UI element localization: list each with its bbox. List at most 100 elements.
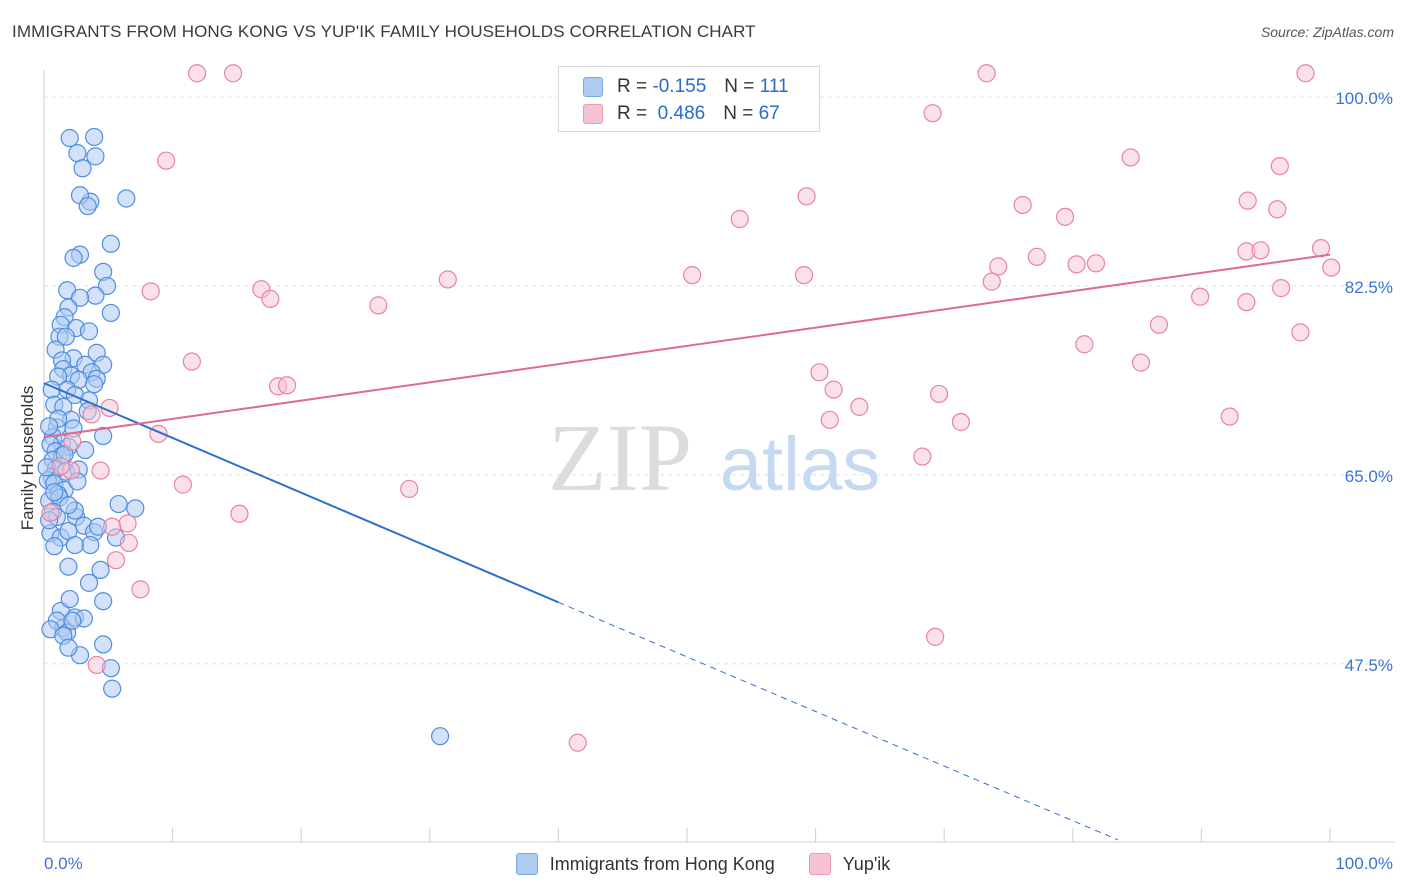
data-point-yupik bbox=[923, 104, 942, 123]
legend-r-label: R = bbox=[617, 103, 648, 124]
data-point-yupik bbox=[106, 551, 126, 570]
data-point-yupik bbox=[1220, 407, 1239, 426]
legend-r-value: 0.486 bbox=[657, 103, 706, 124]
data-point-hong-kong bbox=[117, 189, 136, 208]
legend-swatch-blue bbox=[583, 77, 603, 97]
data-point-yupik bbox=[1131, 353, 1151, 372]
data-point-hong-kong bbox=[40, 417, 59, 436]
data-point-hong-kong bbox=[430, 727, 450, 746]
data-point-yupik bbox=[1149, 315, 1169, 334]
data-point-hong-kong bbox=[60, 128, 79, 148]
legend-n-value: 111 bbox=[759, 76, 789, 97]
data-point-hong-kong bbox=[70, 288, 90, 307]
data-point-yupik bbox=[141, 282, 160, 301]
data-point-yupik bbox=[369, 296, 388, 315]
data-point-yupik bbox=[926, 627, 945, 646]
data-point-yupik bbox=[794, 266, 814, 285]
data-point-yupik bbox=[1238, 191, 1257, 210]
data-point-hong-kong bbox=[60, 589, 79, 609]
data-point-yupik bbox=[1268, 200, 1287, 219]
data-point-hong-kong bbox=[103, 679, 122, 698]
data-point-yupik bbox=[929, 384, 949, 404]
data-point-hong-kong bbox=[45, 483, 64, 502]
data-point-hong-kong bbox=[68, 144, 87, 163]
data-point-yupik bbox=[63, 432, 82, 451]
data-point-hong-kong bbox=[79, 573, 99, 592]
trend-line-hong-kong bbox=[43, 382, 559, 604]
y-tick-label: 100.0% bbox=[1335, 89, 1393, 108]
data-point-yupik bbox=[1075, 335, 1094, 354]
data-point-hong-kong bbox=[97, 276, 117, 296]
data-point-yupik bbox=[131, 580, 150, 599]
data-point-hong-kong bbox=[59, 638, 78, 657]
legend-n-label: N = bbox=[724, 76, 755, 97]
data-point-yupik bbox=[230, 504, 249, 523]
data-point-yupik bbox=[119, 533, 138, 553]
x-tick-label: 0.0% bbox=[44, 854, 83, 873]
data-point-hong-kong bbox=[94, 592, 113, 611]
trend-line-hong-kong-extension bbox=[558, 601, 1119, 841]
data-point-yupik bbox=[400, 479, 419, 499]
data-point-yupik bbox=[797, 187, 816, 206]
data-point-yupik bbox=[1237, 293, 1256, 312]
data-point-yupik bbox=[118, 514, 137, 533]
series-legend: Immigrants from Hong Kong Yup'ik bbox=[0, 852, 1406, 876]
y-axis-label: Family Households bbox=[18, 386, 37, 531]
data-point-yupik bbox=[1067, 255, 1086, 274]
data-point-hong-kong bbox=[65, 535, 84, 555]
data-point-hong-kong bbox=[78, 196, 97, 216]
data-point-yupik bbox=[989, 257, 1008, 276]
data-point-yupik bbox=[41, 503, 60, 522]
legend-n-value: 67 bbox=[758, 103, 780, 124]
data-point-yupik bbox=[277, 376, 297, 395]
data-point-yupik bbox=[1055, 207, 1075, 226]
data-point-hong-kong bbox=[63, 611, 82, 630]
legend-n-label: N = bbox=[723, 103, 754, 124]
data-point-yupik bbox=[187, 64, 207, 83]
source-credit: Source: ZipAtlas.com bbox=[1260, 24, 1394, 40]
data-point-yupik bbox=[182, 352, 201, 371]
data-point-yupik bbox=[1322, 258, 1341, 277]
legend-swatch-pink bbox=[808, 853, 831, 875]
data-point-yupik bbox=[438, 270, 457, 289]
grid-lines bbox=[44, 96, 1395, 665]
series-yupik-points bbox=[41, 64, 1341, 752]
data-point-hong-kong bbox=[56, 327, 75, 346]
data-point-yupik bbox=[1272, 279, 1291, 298]
data-point-yupik bbox=[51, 457, 70, 476]
trend-lines bbox=[43, 253, 1331, 841]
data-point-yupik bbox=[568, 733, 587, 752]
y-tick-label: 82.5% bbox=[1345, 278, 1393, 297]
data-point-yupik bbox=[810, 363, 829, 382]
y-tick-label: 47.5% bbox=[1345, 656, 1393, 675]
data-point-yupik bbox=[1013, 195, 1032, 215]
data-point-yupik bbox=[87, 655, 106, 675]
watermark-atlas: atlas bbox=[720, 422, 881, 507]
data-point-yupik bbox=[1121, 148, 1140, 167]
data-point-yupik bbox=[1296, 64, 1315, 83]
data-point-hong-kong bbox=[73, 159, 92, 178]
data-point-yupik bbox=[730, 209, 749, 229]
legend-row-yupik: R = 0.486 N = 67 bbox=[583, 102, 780, 126]
data-point-yupik bbox=[850, 397, 869, 416]
chart-title: IMMIGRANTS FROM HONG KONG VS YUP'IK FAMI… bbox=[12, 22, 756, 41]
data-point-yupik bbox=[1291, 323, 1310, 342]
trend-line-yupik bbox=[43, 253, 1331, 439]
correlation-legend: R = -0.155 N = 111 R = 0.486 N = 67 bbox=[558, 66, 820, 132]
data-point-hong-kong bbox=[59, 557, 78, 576]
data-point-hong-kong bbox=[81, 535, 100, 555]
series-hong-kong-points bbox=[37, 127, 450, 746]
data-point-hong-kong bbox=[101, 303, 120, 323]
data-point-hong-kong bbox=[85, 127, 104, 147]
data-point-yupik bbox=[820, 410, 839, 429]
tick-labels: 47.5% 65.0% 82.5% 100.0% 0.0% 100.0% bbox=[44, 89, 1393, 873]
legend-swatch-blue bbox=[515, 853, 538, 875]
legend-row-hong-kong: R = -0.155 N = 111 bbox=[583, 75, 789, 99]
legend-item-hong-kong: Immigrants from Hong Kong bbox=[515, 853, 775, 875]
data-point-hong-kong bbox=[86, 147, 105, 166]
legend-r-label: R = bbox=[617, 76, 648, 97]
data-point-yupik bbox=[223, 64, 243, 83]
data-point-hong-kong bbox=[45, 537, 64, 556]
data-point-hong-kong bbox=[91, 560, 110, 580]
